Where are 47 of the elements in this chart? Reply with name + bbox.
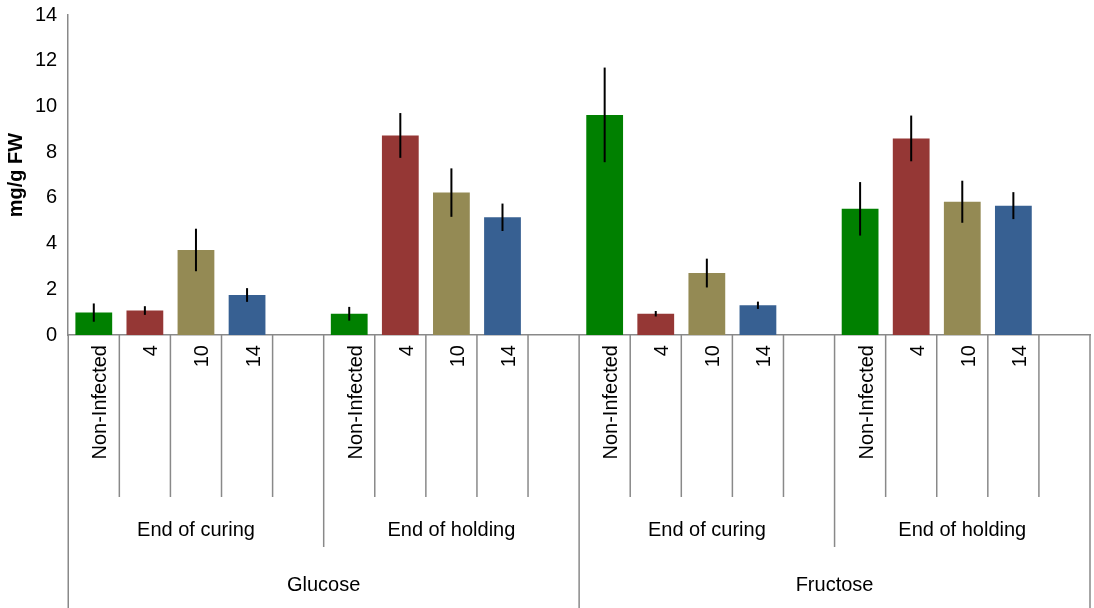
- bar: [75, 312, 113, 335]
- x-tick-label: Non-Infected: [854, 345, 877, 460]
- bar: [228, 295, 266, 335]
- text: Fructose: [795, 573, 874, 596]
- bar: [892, 138, 930, 335]
- text: End of holding: [898, 517, 1027, 540]
- bar: [994, 205, 1032, 335]
- y-tick-label: 2: [46, 276, 58, 299]
- bar: [177, 249, 215, 335]
- y-tick-label: 8: [46, 139, 58, 162]
- y-tick-label: 12: [35, 48, 58, 71]
- bar: [688, 273, 726, 335]
- bar: [943, 201, 981, 335]
- x-tick-label: Non-Infected: [599, 345, 622, 460]
- bar: [433, 192, 470, 335]
- bar: [381, 135, 419, 335]
- x-tick-label: Non-Infected: [88, 345, 111, 460]
- x-tick-label: 10: [190, 345, 213, 368]
- bar: [637, 313, 675, 335]
- bar: [330, 313, 368, 335]
- x-tick-label: 14: [752, 345, 775, 368]
- text: Glucose: [287, 573, 361, 596]
- y-tick-label: 10: [35, 93, 58, 116]
- text: End of curing: [137, 517, 255, 540]
- y-tick-label: 4: [46, 231, 58, 254]
- bar: [586, 114, 624, 335]
- x-tick-label: 14: [241, 345, 264, 368]
- x-tick-label: 4: [139, 345, 162, 357]
- x-tick-label: 10: [956, 345, 979, 368]
- bar: [739, 305, 777, 335]
- bar: [841, 208, 879, 335]
- x-tick-label: 4: [394, 345, 417, 357]
- x-tick-label: 4: [650, 345, 673, 357]
- bar: [126, 310, 164, 335]
- text: End of holding: [387, 517, 516, 540]
- x-tick-label: 10: [701, 345, 724, 368]
- x-tick-label: 10: [445, 345, 468, 368]
- y-tick-label: 14: [35, 2, 58, 25]
- x-tick-label: 14: [497, 345, 520, 368]
- x-tick-label: 4: [905, 345, 928, 357]
- x-tick-label: Non-Infected: [343, 345, 366, 460]
- x-tick-label: 14: [1007, 345, 1030, 368]
- text: End of curing: [647, 517, 766, 540]
- y-axis-title: mg/g FW: [3, 132, 26, 218]
- y-tick-label: 6: [46, 185, 58, 208]
- y-tick-label: 0: [46, 322, 58, 345]
- bar: [484, 217, 521, 335]
